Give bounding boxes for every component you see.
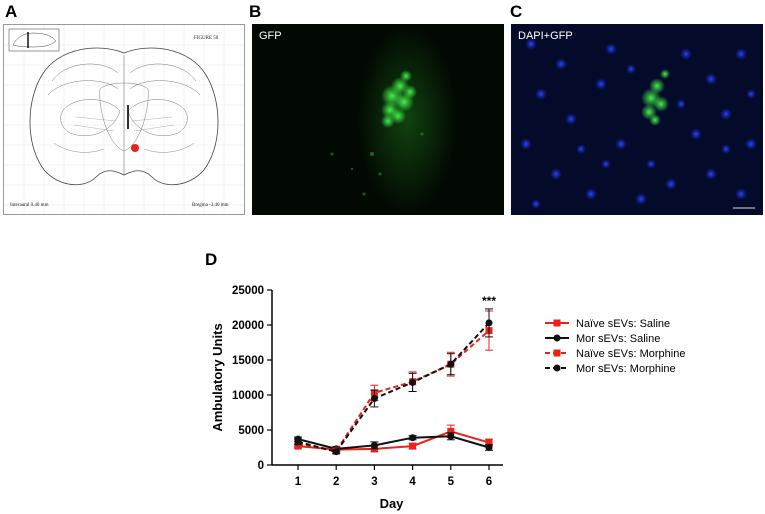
x-tick-label: 6: [486, 476, 492, 488]
series-line: [297, 322, 490, 453]
data-point: [485, 439, 493, 447]
data-point: [409, 442, 417, 450]
legend-marker: [553, 334, 561, 342]
legend-entry-4: Mor sEVs: Morphine: [545, 363, 676, 375]
data-point: [294, 438, 302, 446]
dapi-gfp-label: DAPI+GFP: [518, 30, 573, 42]
atlas-figure-label: FIGURE 50: [194, 36, 219, 41]
series-4: [294, 308, 493, 456]
x-tick-label: 3: [371, 476, 377, 488]
legend-marker: [553, 319, 561, 327]
brain-atlas-panel: FIGURE 50 Interaural 0.40 mm Bregma -3.4…: [3, 24, 245, 215]
data-point: [447, 427, 455, 435]
data-point: [447, 432, 455, 440]
brain-atlas-drawing: [4, 25, 244, 214]
significance-annotation: ***: [482, 294, 496, 308]
series-3: [294, 310, 493, 455]
y-tick-label: 5000: [238, 425, 264, 437]
x-axis-label: Day: [380, 496, 405, 511]
injection-site-dot: [131, 144, 139, 152]
data-point: [485, 319, 493, 327]
panel-letter-d: D: [205, 250, 218, 269]
legend-label: Mor sEVs: Saline: [576, 333, 660, 345]
data-point: [409, 434, 417, 442]
y-tick-label: 25000: [232, 285, 264, 297]
legend-marker: [553, 349, 561, 357]
data-point: [370, 395, 378, 402]
gfp-micrograph: GFP: [252, 24, 504, 215]
legend-marker: [553, 364, 561, 372]
legend-label: Naïve sEVs: Morphine: [576, 348, 685, 360]
atlas-bregma-label: Bregma -3.40 mm: [192, 203, 229, 208]
panel-letter-c: C: [510, 2, 523, 21]
y-tick-label: 10000: [232, 390, 264, 402]
legend-entry-1: Naïve sEVs: Saline: [545, 318, 670, 330]
legend-entry-3: Naïve sEVs: Morphine: [545, 348, 685, 360]
data-point: [370, 441, 378, 449]
data-point: [485, 444, 493, 451]
y-tick-label: 0: [258, 460, 264, 472]
gfp-label: GFP: [259, 30, 282, 42]
atlas-interaural-label: Interaural 0.40 mm: [10, 203, 49, 208]
x-tick-label: 1: [295, 476, 302, 488]
panel-letter-b: B: [249, 2, 262, 21]
data-point: [332, 448, 340, 456]
panel-letter-a: A: [5, 2, 18, 21]
dapi-gfp-micrograph: DAPI+GFP: [511, 24, 763, 215]
y-axis-label: Ambulatory Units: [210, 323, 225, 431]
data-point: [409, 378, 417, 386]
legend-label: Naïve sEVs: Saline: [576, 318, 670, 330]
y-tick-label: 15000: [232, 355, 264, 367]
x-tick-label: 4: [409, 476, 416, 488]
data-point: [447, 360, 455, 368]
series-line: [297, 435, 490, 450]
x-tick-label: 5: [448, 476, 455, 488]
series-line: [297, 329, 490, 453]
y-tick-label: 20000: [232, 320, 264, 332]
legend-label: Mor sEVs: Morphine: [576, 363, 676, 375]
legend-entry-2: Mor sEVs: Saline: [545, 333, 660, 345]
x-tick-label: 2: [333, 476, 339, 488]
